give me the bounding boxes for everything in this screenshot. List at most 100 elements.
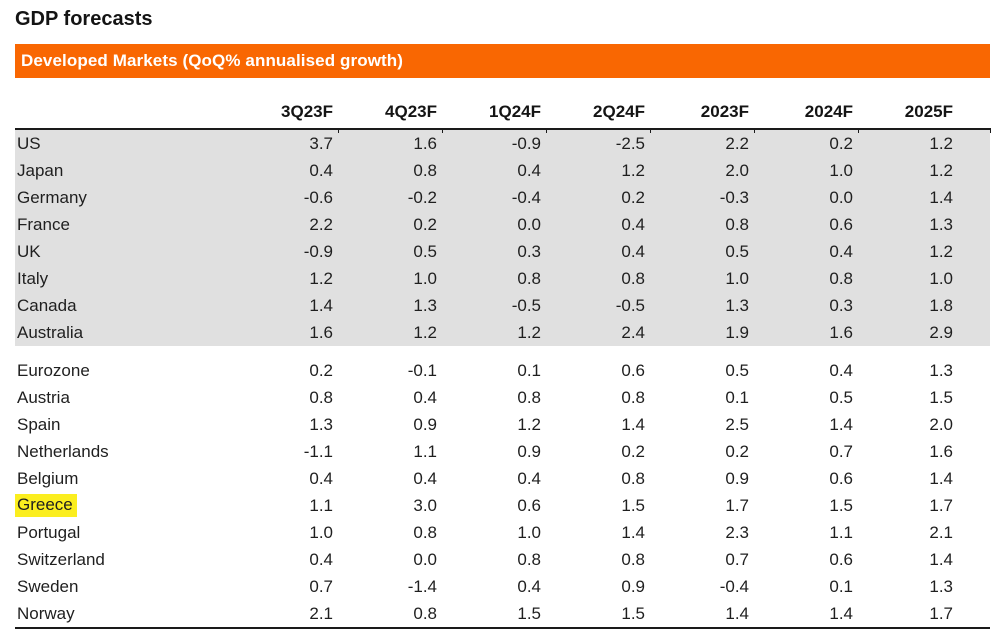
value-cell: 0.6	[517, 495, 541, 515]
highlighted-country: Greece	[15, 494, 77, 517]
value-cell: 1.2	[338, 319, 442, 346]
value-cell: 1.0	[309, 522, 333, 542]
value-cell: 0.4	[517, 468, 541, 488]
country-label: Spain	[17, 414, 61, 434]
value-cell: 1.5	[621, 603, 645, 623]
value-cell: 2.2	[650, 129, 754, 157]
value-cell: 1.2	[517, 414, 541, 434]
value-cell: 2.0	[929, 414, 953, 434]
value-cell: 1.3	[309, 414, 333, 434]
value-cell: 0.7	[309, 576, 333, 596]
country-label: Italy	[15, 265, 234, 292]
country-label: Austria	[17, 387, 70, 407]
value-cell: 1.0	[858, 265, 990, 292]
page-title: GDP forecasts	[15, 8, 153, 30]
value-cell: 1.5	[929, 387, 953, 407]
country-label: Portugal	[17, 522, 81, 542]
value-cell: -0.9	[234, 238, 338, 265]
value-cell: 0.9	[413, 414, 437, 434]
value-cell: 0.7	[725, 549, 749, 569]
value-cell: 1.3	[929, 360, 953, 380]
country-label: Greece	[15, 492, 234, 519]
value-cell: 0.4	[546, 238, 650, 265]
value-cell: 1.0	[650, 265, 754, 292]
value-cell: 1.5	[517, 603, 541, 623]
value-cell: -0.3	[650, 184, 754, 211]
value-cell: 1.9	[650, 319, 754, 346]
table-row: Japan 0.4 0.8 0.4 1.2 2.0 1.0 1.2	[15, 157, 990, 184]
value-cell: 3.7	[234, 129, 338, 157]
value-cell: -1.4	[407, 576, 437, 596]
value-cell: 0.1	[829, 576, 853, 596]
country-label: Australia	[15, 319, 234, 346]
value-cell: 0.4	[517, 576, 541, 596]
table-row: Switzerland 0.4 0.0 0.8 0.8 0.7 0.6 1.4	[15, 546, 990, 573]
value-cell: 0.8	[413, 522, 437, 542]
country-label: Netherlands	[17, 441, 109, 461]
table-row: Norway 2.1 0.8 1.5 1.5 1.4 1.4 1.7	[15, 600, 990, 628]
value-cell: 1.6	[338, 129, 442, 157]
table-row: Canada 1.4 1.3 -0.5 -0.5 1.3 0.3 1.8	[15, 292, 990, 319]
value-cell: 2.1	[929, 522, 953, 542]
value-cell: 1.6	[234, 319, 338, 346]
country-label: UK	[15, 238, 234, 265]
value-cell: 1.3	[338, 292, 442, 319]
value-cell: 0.8	[442, 265, 546, 292]
value-cell: -2.5	[546, 129, 650, 157]
table-row: UK -0.9 0.5 0.3 0.4 0.5 0.4 1.2	[15, 238, 990, 265]
value-cell: 0.2	[338, 211, 442, 238]
table-row: Belgium 0.4 0.4 0.4 0.8 0.9 0.6 1.4	[15, 465, 990, 492]
value-cell: 0.2	[546, 184, 650, 211]
value-cell: -0.9	[442, 129, 546, 157]
value-cell: -1.1	[303, 441, 333, 461]
value-cell: -0.5	[546, 292, 650, 319]
value-cell: 0.8	[517, 549, 541, 569]
value-cell: 1.7	[929, 603, 953, 623]
table-row: Sweden 0.7 -1.4 0.4 0.9 -0.4 0.1 1.3	[15, 573, 990, 600]
table-row: Austria 0.8 0.4 0.8 0.8 0.1 0.5 1.5	[15, 384, 990, 411]
value-cell: 0.8	[621, 387, 645, 407]
value-cell: 0.0	[754, 184, 858, 211]
value-cell: 0.9	[621, 576, 645, 596]
column-header-row: 3Q23F 4Q23F 1Q24F 2Q24F 2023F 2024F 2025F	[15, 88, 991, 133]
value-cell: 2.9	[858, 319, 990, 346]
table-row: Spain 1.3 0.9 1.2 1.4 2.5 1.4 2.0	[15, 411, 990, 438]
table-row: Germany -0.6 -0.2 -0.4 0.2 -0.3 0.0 1.4	[15, 184, 990, 211]
value-cell: 1.4	[858, 184, 990, 211]
table-row: Netherlands -1.1 1.1 0.9 0.2 0.2 0.7 1.6	[15, 438, 990, 465]
value-cell: 1.4	[929, 549, 953, 569]
value-cell: 0.8	[546, 265, 650, 292]
value-cell: 0.2	[621, 441, 645, 461]
group-spacer-cell	[15, 346, 990, 357]
value-cell: 0.0	[442, 211, 546, 238]
gdp-forecast-table: 3Q23F 4Q23F 1Q24F 2Q24F 2023F 2024F 2025F US 3.…	[15, 88, 991, 629]
value-cell: 0.6	[621, 360, 645, 380]
section-banner-label: Developed Markets (QoQ% annualised growt…	[21, 51, 404, 70]
value-cell: 0.4	[309, 468, 333, 488]
value-cell: 0.8	[650, 211, 754, 238]
value-cell: 0.2	[309, 360, 333, 380]
value-cell: 1.3	[650, 292, 754, 319]
value-cell: 2.1	[309, 603, 333, 623]
value-cell: 1.4	[725, 603, 749, 623]
value-cell: 1.4	[829, 414, 853, 434]
value-cell: 1.5	[829, 495, 853, 515]
value-cell: 1.1	[829, 522, 853, 542]
value-cell: 1.7	[725, 495, 749, 515]
group-spacer-row	[15, 346, 990, 357]
value-cell: -0.4	[442, 184, 546, 211]
value-cell: 1.2	[858, 129, 990, 157]
value-cell: 1.0	[754, 157, 858, 184]
column-header: 2024F	[754, 88, 859, 133]
table-row: Australia 1.6 1.2 1.2 2.4 1.9 1.6 2.9	[15, 319, 990, 346]
value-cell: 0.4	[546, 211, 650, 238]
value-cell: 1.3	[929, 576, 953, 596]
country-label: Norway	[17, 603, 75, 623]
country-label: US	[15, 129, 234, 157]
value-cell: 0.8	[754, 265, 858, 292]
value-cell: -0.5	[442, 292, 546, 319]
value-cell: 1.0	[517, 522, 541, 542]
value-cell: 2.5	[725, 414, 749, 434]
value-cell: 0.8	[621, 468, 645, 488]
value-cell: 1.8	[858, 292, 990, 319]
